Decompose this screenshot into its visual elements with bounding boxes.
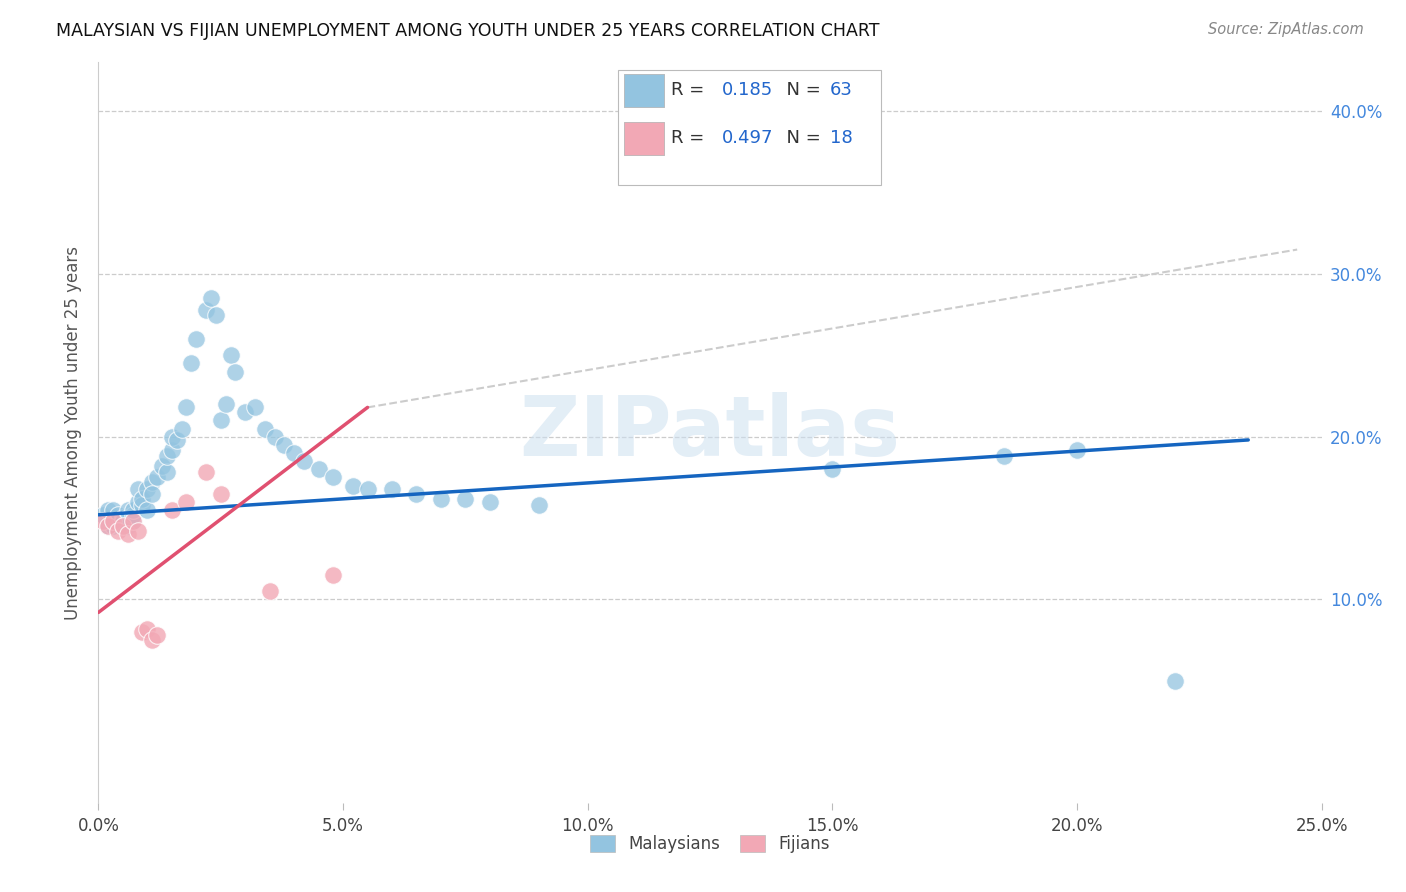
- Point: [253, 421, 276, 435]
- Point: [454, 491, 477, 506]
- Point: [136, 482, 159, 496]
- Point: [107, 508, 129, 522]
- Point: [342, 478, 364, 492]
- Point: [117, 503, 139, 517]
- Point: [136, 622, 159, 636]
- Point: [527, 498, 550, 512]
- Point: [160, 442, 183, 457]
- Point: [160, 503, 183, 517]
- Point: [131, 498, 153, 512]
- Text: R =: R =: [671, 81, 710, 99]
- Point: [141, 486, 163, 500]
- Point: [209, 413, 232, 427]
- Point: [121, 508, 143, 522]
- Point: [170, 421, 193, 435]
- FancyBboxPatch shape: [624, 73, 664, 107]
- Point: [156, 449, 179, 463]
- Point: [821, 462, 844, 476]
- Point: [111, 519, 134, 533]
- Point: [993, 449, 1015, 463]
- Point: [180, 356, 202, 370]
- Point: [322, 568, 344, 582]
- Point: [141, 633, 163, 648]
- Point: [131, 491, 153, 506]
- Point: [97, 503, 120, 517]
- Point: [259, 584, 281, 599]
- Point: [283, 446, 305, 460]
- Text: N =: N =: [775, 129, 827, 147]
- Point: [166, 433, 188, 447]
- Point: [97, 519, 120, 533]
- Point: [101, 514, 124, 528]
- Point: [160, 430, 183, 444]
- Point: [107, 524, 129, 538]
- Point: [176, 401, 198, 415]
- Point: [107, 514, 129, 528]
- Point: [121, 503, 143, 517]
- FancyBboxPatch shape: [624, 73, 664, 107]
- Point: [308, 462, 330, 476]
- Point: [131, 624, 153, 639]
- Point: [186, 332, 208, 346]
- Point: [233, 405, 256, 419]
- Point: [195, 302, 218, 317]
- Point: [405, 486, 427, 500]
- Y-axis label: Unemployment Among Youth under 25 years: Unemployment Among Youth under 25 years: [65, 245, 83, 620]
- Point: [478, 495, 501, 509]
- Point: [176, 495, 198, 509]
- Point: [127, 495, 149, 509]
- Point: [200, 292, 222, 306]
- Text: R =: R =: [671, 129, 710, 147]
- Point: [381, 482, 404, 496]
- Point: [146, 628, 169, 642]
- Point: [219, 348, 242, 362]
- Text: MALAYSIAN VS FIJIAN UNEMPLOYMENT AMONG YOUTH UNDER 25 YEARS CORRELATION CHART: MALAYSIAN VS FIJIAN UNEMPLOYMENT AMONG Y…: [56, 22, 880, 40]
- Point: [156, 466, 179, 480]
- Text: 0.497: 0.497: [723, 129, 773, 147]
- Point: [111, 519, 134, 533]
- Point: [243, 401, 266, 415]
- Point: [117, 519, 139, 533]
- Point: [91, 508, 114, 522]
- Point: [127, 524, 149, 538]
- Point: [101, 503, 124, 517]
- FancyBboxPatch shape: [619, 70, 882, 185]
- Point: [322, 470, 344, 484]
- Point: [111, 511, 134, 525]
- Text: 18: 18: [830, 129, 852, 147]
- Point: [273, 438, 295, 452]
- Point: [91, 514, 114, 528]
- Text: 0.185: 0.185: [723, 81, 773, 99]
- Point: [205, 308, 228, 322]
- FancyBboxPatch shape: [624, 121, 664, 155]
- Point: [209, 486, 232, 500]
- Point: [117, 527, 139, 541]
- Point: [121, 514, 143, 528]
- Point: [150, 458, 173, 473]
- Legend: Malaysians, Fijians: Malaysians, Fijians: [582, 826, 838, 861]
- Point: [117, 511, 139, 525]
- Point: [136, 503, 159, 517]
- Text: 63: 63: [830, 81, 853, 99]
- Text: N =: N =: [775, 81, 827, 99]
- Point: [127, 482, 149, 496]
- Text: ZIPatlas: ZIPatlas: [520, 392, 900, 473]
- Point: [224, 365, 246, 379]
- Point: [97, 519, 120, 533]
- Point: [214, 397, 236, 411]
- Point: [141, 475, 163, 490]
- Point: [195, 466, 218, 480]
- Point: [292, 454, 315, 468]
- Point: [1066, 442, 1088, 457]
- Text: Source: ZipAtlas.com: Source: ZipAtlas.com: [1208, 22, 1364, 37]
- Point: [430, 491, 453, 506]
- Point: [1164, 673, 1187, 688]
- Point: [356, 482, 378, 496]
- Point: [263, 430, 285, 444]
- Point: [121, 514, 143, 528]
- Point: [111, 514, 134, 528]
- Point: [146, 470, 169, 484]
- Point: [101, 519, 124, 533]
- FancyBboxPatch shape: [624, 121, 664, 155]
